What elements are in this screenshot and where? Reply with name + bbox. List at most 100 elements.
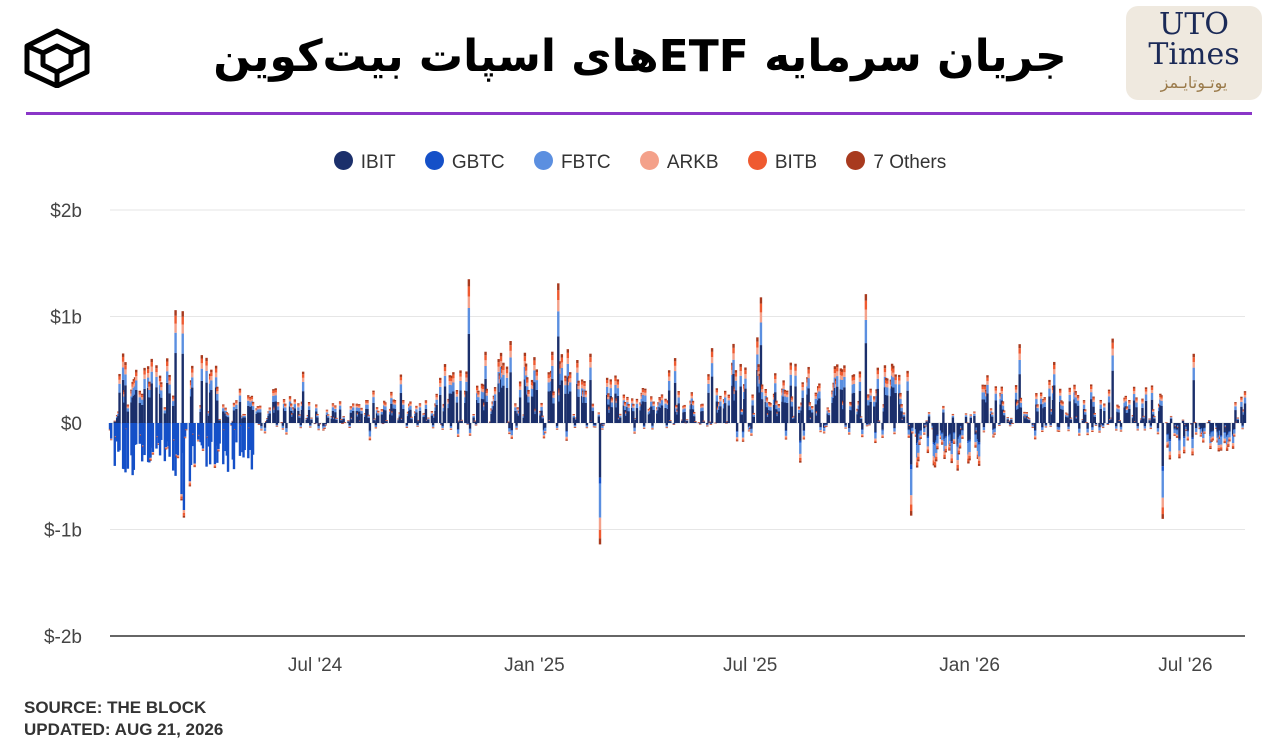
flow-bar-7-others bbox=[276, 402, 280, 404]
flow-bar-bitb bbox=[1211, 438, 1215, 440]
flow-bar-7-others bbox=[951, 413, 955, 415]
flow-bar-7-others bbox=[883, 365, 887, 369]
flow-bar-ibit bbox=[1111, 370, 1114, 423]
flow-bar-ibit bbox=[741, 423, 745, 432]
flow-bar-fbtc bbox=[685, 420, 689, 421]
flow-bar-7-others bbox=[431, 427, 435, 429]
flow-bar-fbtc bbox=[466, 423, 469, 425]
flow-bar-ibit bbox=[585, 423, 589, 426]
flow-bar-bitb bbox=[893, 432, 896, 434]
flow-bar-ibit bbox=[1181, 420, 1185, 423]
flow-bar-7-others bbox=[326, 414, 330, 415]
flow-bar-ibit bbox=[160, 397, 163, 423]
flow-bar-arkb bbox=[377, 412, 380, 414]
flow-bar-ibit bbox=[859, 418, 863, 423]
flow-bar-arkb bbox=[1117, 407, 1120, 410]
flow-bar-7-others bbox=[213, 466, 217, 468]
flow-bar-arkb bbox=[293, 402, 296, 405]
flow-bar-ibit bbox=[338, 409, 342, 423]
flow-bar-7-others bbox=[439, 377, 442, 381]
flow-bar-fbtc bbox=[372, 397, 375, 403]
flow-bar-arkb bbox=[777, 406, 781, 408]
flow-bar-fbtc bbox=[348, 425, 351, 427]
flow-bar-bitb bbox=[777, 404, 781, 407]
y-tick-label: $-1b bbox=[44, 521, 82, 542]
flow-bar-7-others bbox=[466, 424, 469, 425]
flow-bar-ibit bbox=[825, 423, 828, 425]
flow-bar-bitb bbox=[707, 376, 710, 381]
flow-bar-7-others bbox=[315, 404, 318, 406]
flow-bar-arkb bbox=[276, 404, 280, 407]
flow-bar-fbtc bbox=[1168, 441, 1172, 452]
flow-bar-arkb bbox=[472, 415, 475, 416]
flow-bar-7-others bbox=[399, 374, 403, 377]
flow-bar-7-others bbox=[665, 427, 668, 429]
flow-bar-arkb bbox=[1233, 433, 1236, 435]
flow-bar-7-others bbox=[1039, 392, 1043, 395]
flow-bar-bitb bbox=[1217, 448, 1220, 451]
flow-bar-ibit bbox=[642, 423, 646, 426]
flow-bar-arkb bbox=[675, 407, 678, 409]
flow-bar-fbtc bbox=[1043, 402, 1046, 407]
flow-bar-ibit bbox=[973, 415, 976, 423]
flow-bar-7-others bbox=[338, 401, 342, 403]
flow-bar-arkb bbox=[213, 464, 217, 466]
flow-bar-arkb bbox=[467, 296, 471, 308]
flow-bar-bitb bbox=[675, 405, 678, 408]
flow-bar-7-others bbox=[384, 402, 387, 404]
flow-bar-ibit bbox=[410, 419, 413, 423]
flow-bar-7-others bbox=[1000, 386, 1003, 389]
flow-bar-ibit bbox=[298, 417, 301, 423]
flow-bar-bitb bbox=[331, 404, 335, 406]
flow-bar-arkb bbox=[827, 411, 831, 413]
flow-bar-fbtc bbox=[950, 443, 953, 455]
flow-bar-fbtc bbox=[335, 418, 338, 420]
flow-bar-ibit bbox=[847, 423, 851, 429]
flow-bar-bitb bbox=[644, 390, 647, 393]
flow-bar-arkb bbox=[1211, 436, 1215, 439]
flow-bar-bitb bbox=[883, 368, 887, 373]
flow-bar-bitb bbox=[982, 431, 986, 432]
flow-bar-7-others bbox=[325, 409, 329, 411]
flow-bar-7-others bbox=[109, 439, 113, 441]
flow-bar-fbtc bbox=[759, 322, 763, 346]
flow-bar-ibit bbox=[1019, 407, 1023, 423]
flow-bar-bitb bbox=[1099, 401, 1102, 403]
flow-bar-arkb bbox=[499, 361, 503, 367]
flow-bar-bitb bbox=[297, 404, 300, 406]
flow-bar-arkb bbox=[140, 397, 144, 400]
flow-bar-bitb bbox=[627, 404, 630, 407]
flow-bar-7-others bbox=[827, 410, 831, 411]
flow-bar-fbtc bbox=[1202, 432, 1205, 439]
legend-item-arkb: ARKB bbox=[639, 151, 719, 174]
flow-bar-arkb bbox=[352, 405, 355, 408]
flow-bar-ibit bbox=[1033, 423, 1037, 431]
flow-bar-gbtc bbox=[923, 428, 926, 429]
flow-bar-fbtc bbox=[735, 432, 739, 438]
flow-bar-7-others bbox=[597, 412, 601, 413]
flow-bar-7-others bbox=[1160, 395, 1163, 397]
flow-bar-7-others bbox=[535, 369, 539, 373]
flow-bar-arkb bbox=[858, 377, 862, 382]
flow-bar-7-others bbox=[877, 420, 881, 422]
flow-bar-7-others bbox=[542, 437, 546, 439]
flow-bar-bitb bbox=[1178, 454, 1181, 457]
flow-bar-arkb bbox=[864, 309, 868, 320]
flow-bar-arkb bbox=[1093, 414, 1096, 415]
flow-bar-ibit bbox=[372, 402, 375, 423]
flow-bar-gbtc bbox=[374, 425, 378, 426]
flow-bar-7-others bbox=[502, 362, 505, 366]
flow-bar-arkb bbox=[151, 452, 155, 454]
flow-bar-ibit bbox=[911, 423, 914, 428]
flow-bar-arkb bbox=[622, 397, 626, 401]
flow-bar-bitb bbox=[951, 414, 955, 416]
flow-bar-arkb bbox=[268, 409, 271, 411]
flow-bar-ibit bbox=[155, 387, 158, 423]
flow-bar-bitb bbox=[808, 403, 812, 405]
flow-bar-bitb bbox=[299, 427, 302, 428]
flow-bar-fbtc bbox=[1074, 397, 1077, 404]
flow-bar-7-others bbox=[911, 432, 914, 434]
flow-bar-gbtc bbox=[881, 429, 884, 431]
flow-bar-fbtc bbox=[1033, 431, 1037, 436]
flow-bar-ibit bbox=[1068, 401, 1071, 423]
